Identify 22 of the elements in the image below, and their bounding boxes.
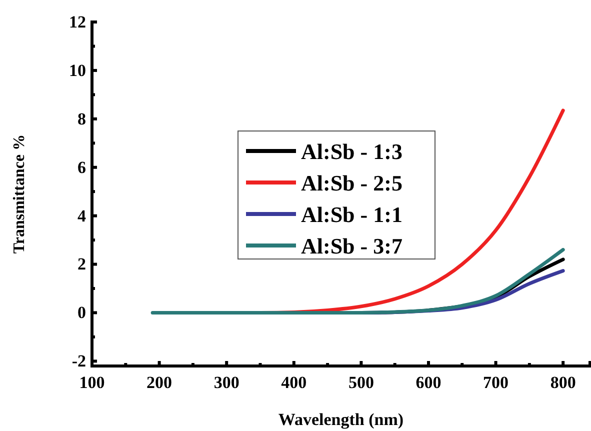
y-tick-label: 12 xyxy=(69,12,86,32)
x-tick-label: 600 xyxy=(416,373,442,392)
x-tick-label: 700 xyxy=(483,373,509,392)
y-axis-title: Transmittance % xyxy=(11,134,28,254)
x-tick-label: 400 xyxy=(281,373,307,392)
x-tick-label: 800 xyxy=(550,373,576,392)
x-axis-title: Wavelength (nm) xyxy=(278,410,404,429)
legend-label: Al:Sb - 2:5 xyxy=(301,170,402,196)
x-tick-label: 300 xyxy=(214,373,240,392)
legend-label: Al:Sb - 3:7 xyxy=(301,234,402,258)
x-tick-label: 100 xyxy=(79,373,105,392)
y-tick-label: 0 xyxy=(78,303,86,322)
y-tick-label: 8 xyxy=(78,109,86,128)
x-tick-label: 200 xyxy=(146,373,172,392)
legend-label: Al:Sb - 1:3 xyxy=(301,139,402,164)
y-tick-label: 2 xyxy=(78,254,86,274)
y-tick-label: 10 xyxy=(69,60,86,80)
legend-label: Al:Sb - 1:1 xyxy=(301,202,402,227)
y-tick-label: -2 xyxy=(72,352,86,371)
x-tick-label: 500 xyxy=(348,373,374,392)
y-tick-label: 6 xyxy=(78,158,86,177)
y-tick-label: 4 xyxy=(78,206,86,226)
